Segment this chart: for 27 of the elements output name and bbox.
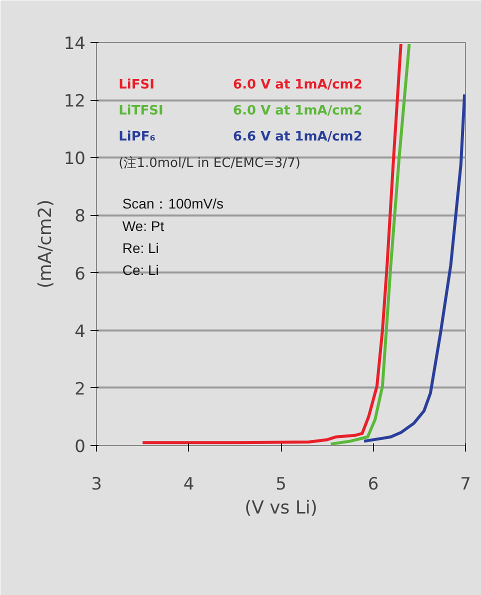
text: LiPF₆	[118, 130, 156, 145]
y-tick-label: 0	[74, 437, 86, 457]
annotation: (注1.0mol/L in EC/EMC=3/7)	[118, 156, 300, 171]
annotation: 6.0 V at 1mA/cm2	[233, 77, 362, 92]
x-tick-label: 6	[368, 474, 379, 494]
text: LiTFSI	[118, 104, 164, 119]
y-tick-label: 4	[74, 322, 86, 342]
annotation: 6.0 V at 1mA/cm2	[233, 104, 362, 119]
y-tick-label: 10	[64, 149, 86, 170]
y-tick-label: 2	[74, 379, 86, 400]
annotation: 6.6 V at 1mA/cm2	[233, 130, 362, 145]
annotation: Ce: Li	[122, 262, 159, 278]
y-tick-label: 12	[64, 92, 86, 112]
line-series	[362, 92, 466, 443]
text: LiFSI	[118, 77, 154, 92]
x-tick-label: 7	[460, 474, 471, 494]
x-tick-label: 3	[91, 474, 102, 494]
x-tick-label: 4	[183, 474, 194, 494]
annotation: We: Pt	[122, 218, 164, 234]
annotation: Re: Li	[122, 240, 159, 256]
x-tick-label: 5	[276, 474, 286, 494]
y-tick-label: 8	[74, 206, 86, 227]
y-tick-label: 6	[74, 264, 86, 284]
y-axis-title: (mA/cm2)	[34, 200, 56, 288]
annotation: Scan：100mV/s	[122, 196, 224, 212]
y-tick-label: 14	[64, 34, 86, 54]
x-axis-title: (V vs Li)	[244, 498, 318, 518]
